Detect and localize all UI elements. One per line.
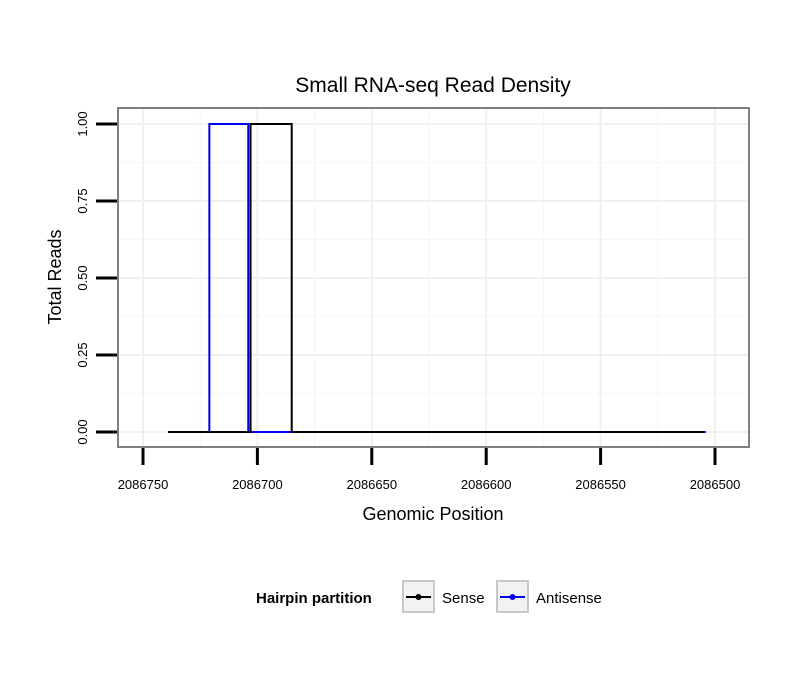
legend-entry-antisense: Antisense [496,580,602,613]
x-tick-label: 2086500 [690,477,741,492]
y-tick-label: 1.00 [75,111,90,136]
x-tick-label: 2086700 [232,477,283,492]
legend-label-antisense: Antisense [536,590,602,607]
legend: Hairpin partition Sense Antisense [256,580,602,613]
plot-panel-border [117,107,750,448]
series-lines [168,123,706,433]
y-axis: 0.00 0.25 0.50 0.75 1.00 [75,111,117,445]
y-tick-label: 0.50 [75,265,90,290]
legend-marker-antisense [509,594,516,600]
y-tick-label: 0.75 [75,188,90,213]
legend-entry-sense: Sense [402,580,485,613]
y-tick-label: 0.00 [75,419,90,444]
x-axis: 2086750 2086700 2086650 2086600 2086550 20865… [118,448,741,492]
x-tick-label: 2086600 [461,477,512,492]
y-tick-label: 0.25 [75,342,90,367]
x-tick-label: 2086650 [346,477,397,492]
legend-marker-sense [415,594,422,600]
x-tick-label: 2086550 [575,477,626,492]
y-axis-label: Total Reads [45,229,65,324]
series-line-sense [168,123,704,433]
legend-label-sense: Sense [442,590,485,607]
legend-title: Hairpin partition [256,590,372,607]
x-axis-label: Genomic Position [362,504,503,524]
chart-title: Small RNA-seq Read Density [295,74,571,97]
x-tick-label: 2086750 [118,477,169,492]
